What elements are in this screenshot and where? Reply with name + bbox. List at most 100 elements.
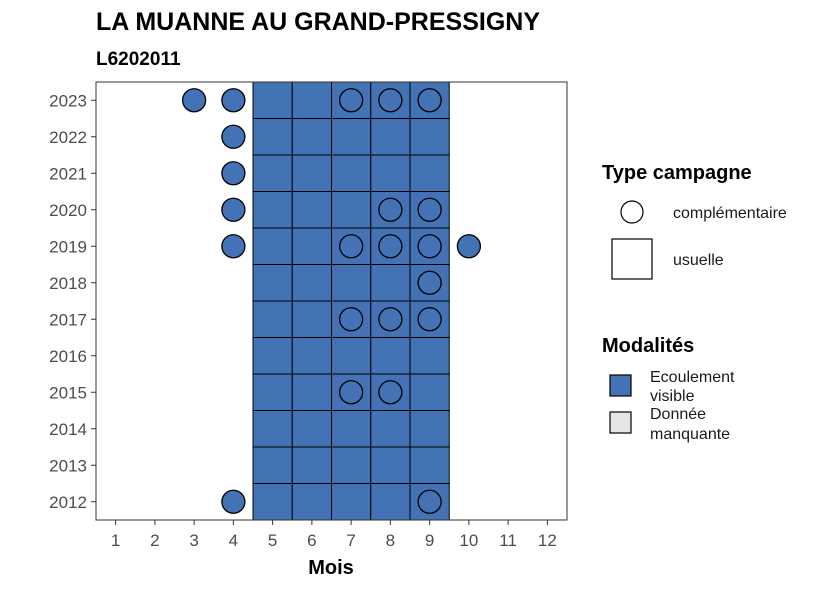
tile-2022-5 <box>252 118 293 156</box>
tile-2015-7 <box>331 373 372 411</box>
tile-2020-6 <box>291 191 332 229</box>
tile-2018-9 <box>409 264 450 302</box>
tile-2012-9 <box>409 483 450 521</box>
tile-2018-8 <box>370 264 411 302</box>
legend-modalite-title: Modalités <box>602 335 694 357</box>
point-2019-7 <box>338 234 364 259</box>
y-tick-label: 2013 <box>49 456 87 475</box>
tile-2013-7 <box>331 446 372 484</box>
complementaire-points <box>181 88 482 514</box>
legend-label-ecoulement-2: visible <box>650 388 695 405</box>
x-axis: 1 2 3 4 5 6 7 8 9 10 11 12 <box>111 520 557 550</box>
point-2023-7 <box>338 88 364 113</box>
point-2019-10 <box>456 234 482 259</box>
tile-2016-6 <box>291 337 332 375</box>
y-tick-label: 2015 <box>49 383 87 402</box>
tile-2016-8 <box>370 337 411 375</box>
usuelle-tiles <box>252 81 450 521</box>
point-2018-9 <box>417 270 442 295</box>
tile-2016-7 <box>331 337 372 375</box>
tile-2019-8 <box>370 227 411 265</box>
x-tick-label: 4 <box>229 531 238 550</box>
tile-2021-9 <box>409 154 450 192</box>
tile-2018-5 <box>252 264 293 302</box>
tile-2017-7 <box>331 300 372 338</box>
tile-2019-7 <box>331 227 372 265</box>
legend-key-ecoulement <box>609 374 632 397</box>
tile-2014-6 <box>291 410 332 448</box>
y-tick-label: 2021 <box>49 164 87 183</box>
x-axis-title: Mois <box>308 557 354 579</box>
y-tick-label: 2012 <box>49 493 87 512</box>
tile-2015-6 <box>291 373 332 411</box>
legend-label-complementaire: complémentaire <box>673 205 787 222</box>
x-tick-label: 1 <box>111 531 120 550</box>
tile-2023-8 <box>370 81 411 119</box>
legend: Type campagne complémentaire usuelle Mod… <box>602 162 787 443</box>
point-2019-8 <box>378 234 403 259</box>
x-tick-label: 9 <box>425 531 434 550</box>
point-2023-4 <box>221 88 246 113</box>
y-tick-label: 2018 <box>49 274 87 293</box>
tile-2020-8 <box>370 191 411 229</box>
tile-2021-8 <box>370 154 411 192</box>
tile-2013-9 <box>409 446 450 484</box>
tile-2014-7 <box>331 410 372 448</box>
tile-2014-9 <box>409 410 450 448</box>
legend-label-usuelle: usuelle <box>673 252 724 269</box>
tile-2017-9 <box>409 300 450 338</box>
tile-2023-6 <box>291 81 332 119</box>
legend-key-manquante <box>609 411 632 434</box>
legend-label-ecoulement-1: Ecoulement <box>650 369 735 386</box>
tile-2020-9 <box>409 191 450 229</box>
chart-title: LA MUANNE AU GRAND-PRESSIGNY <box>96 8 540 36</box>
plot-border <box>95 81 568 521</box>
y-tick-label: 2014 <box>49 420 87 439</box>
point-2015-7 <box>338 380 364 405</box>
legend-type-title: Type campagne <box>602 162 752 184</box>
point-2023-8 <box>378 88 403 113</box>
y-tick-label: 2016 <box>49 347 87 366</box>
tile-2022-6 <box>291 118 332 156</box>
x-tick-label: 5 <box>268 531 277 550</box>
tile-2021-6 <box>291 154 332 192</box>
tile-2020-7 <box>331 191 372 229</box>
tile-2012-6 <box>291 483 332 521</box>
tile-2016-9 <box>409 337 450 375</box>
point-2021-4 <box>221 161 246 186</box>
x-tick-label: 7 <box>346 531 355 550</box>
tile-2014-8 <box>370 410 411 448</box>
tile-2021-7 <box>331 154 372 192</box>
point-2015-8 <box>378 380 403 405</box>
tile-2022-7 <box>331 118 372 156</box>
point-2023-9 <box>417 88 442 113</box>
point-2022-4 <box>221 124 246 149</box>
chart-subtitle: L6202011 <box>96 49 181 70</box>
tile-2014-5 <box>252 410 293 448</box>
x-tick-label: 11 <box>499 531 517 550</box>
tile-2023-7 <box>331 81 372 119</box>
y-tick-label: 2023 <box>49 91 87 110</box>
tile-2018-7 <box>331 264 372 302</box>
tile-2012-8 <box>370 483 411 521</box>
tile-2023-9 <box>409 81 450 119</box>
tile-2013-8 <box>370 446 411 484</box>
y-tick-label: 2019 <box>49 237 87 256</box>
tile-2022-8 <box>370 118 411 156</box>
tile-2016-5 <box>252 337 293 375</box>
x-tick-label: 10 <box>459 531 478 550</box>
tile-2012-5 <box>252 483 293 521</box>
tile-2012-7 <box>331 483 372 521</box>
tile-2022-9 <box>409 118 450 156</box>
tile-2017-6 <box>291 300 332 338</box>
y-axis: 2012 2013 2014 2015 2016 2017 2018 2019 2020 2021… <box>49 91 96 512</box>
y-tick-label: 2017 <box>49 310 87 329</box>
point-2019-9 <box>417 234 442 259</box>
tile-2021-5 <box>252 154 293 192</box>
tile-2017-5 <box>252 300 293 338</box>
point-2012-4 <box>221 489 246 514</box>
legend-label-manquante-2: manquante <box>650 426 730 443</box>
point-2020-9 <box>417 197 442 222</box>
point-2017-7 <box>338 307 364 332</box>
